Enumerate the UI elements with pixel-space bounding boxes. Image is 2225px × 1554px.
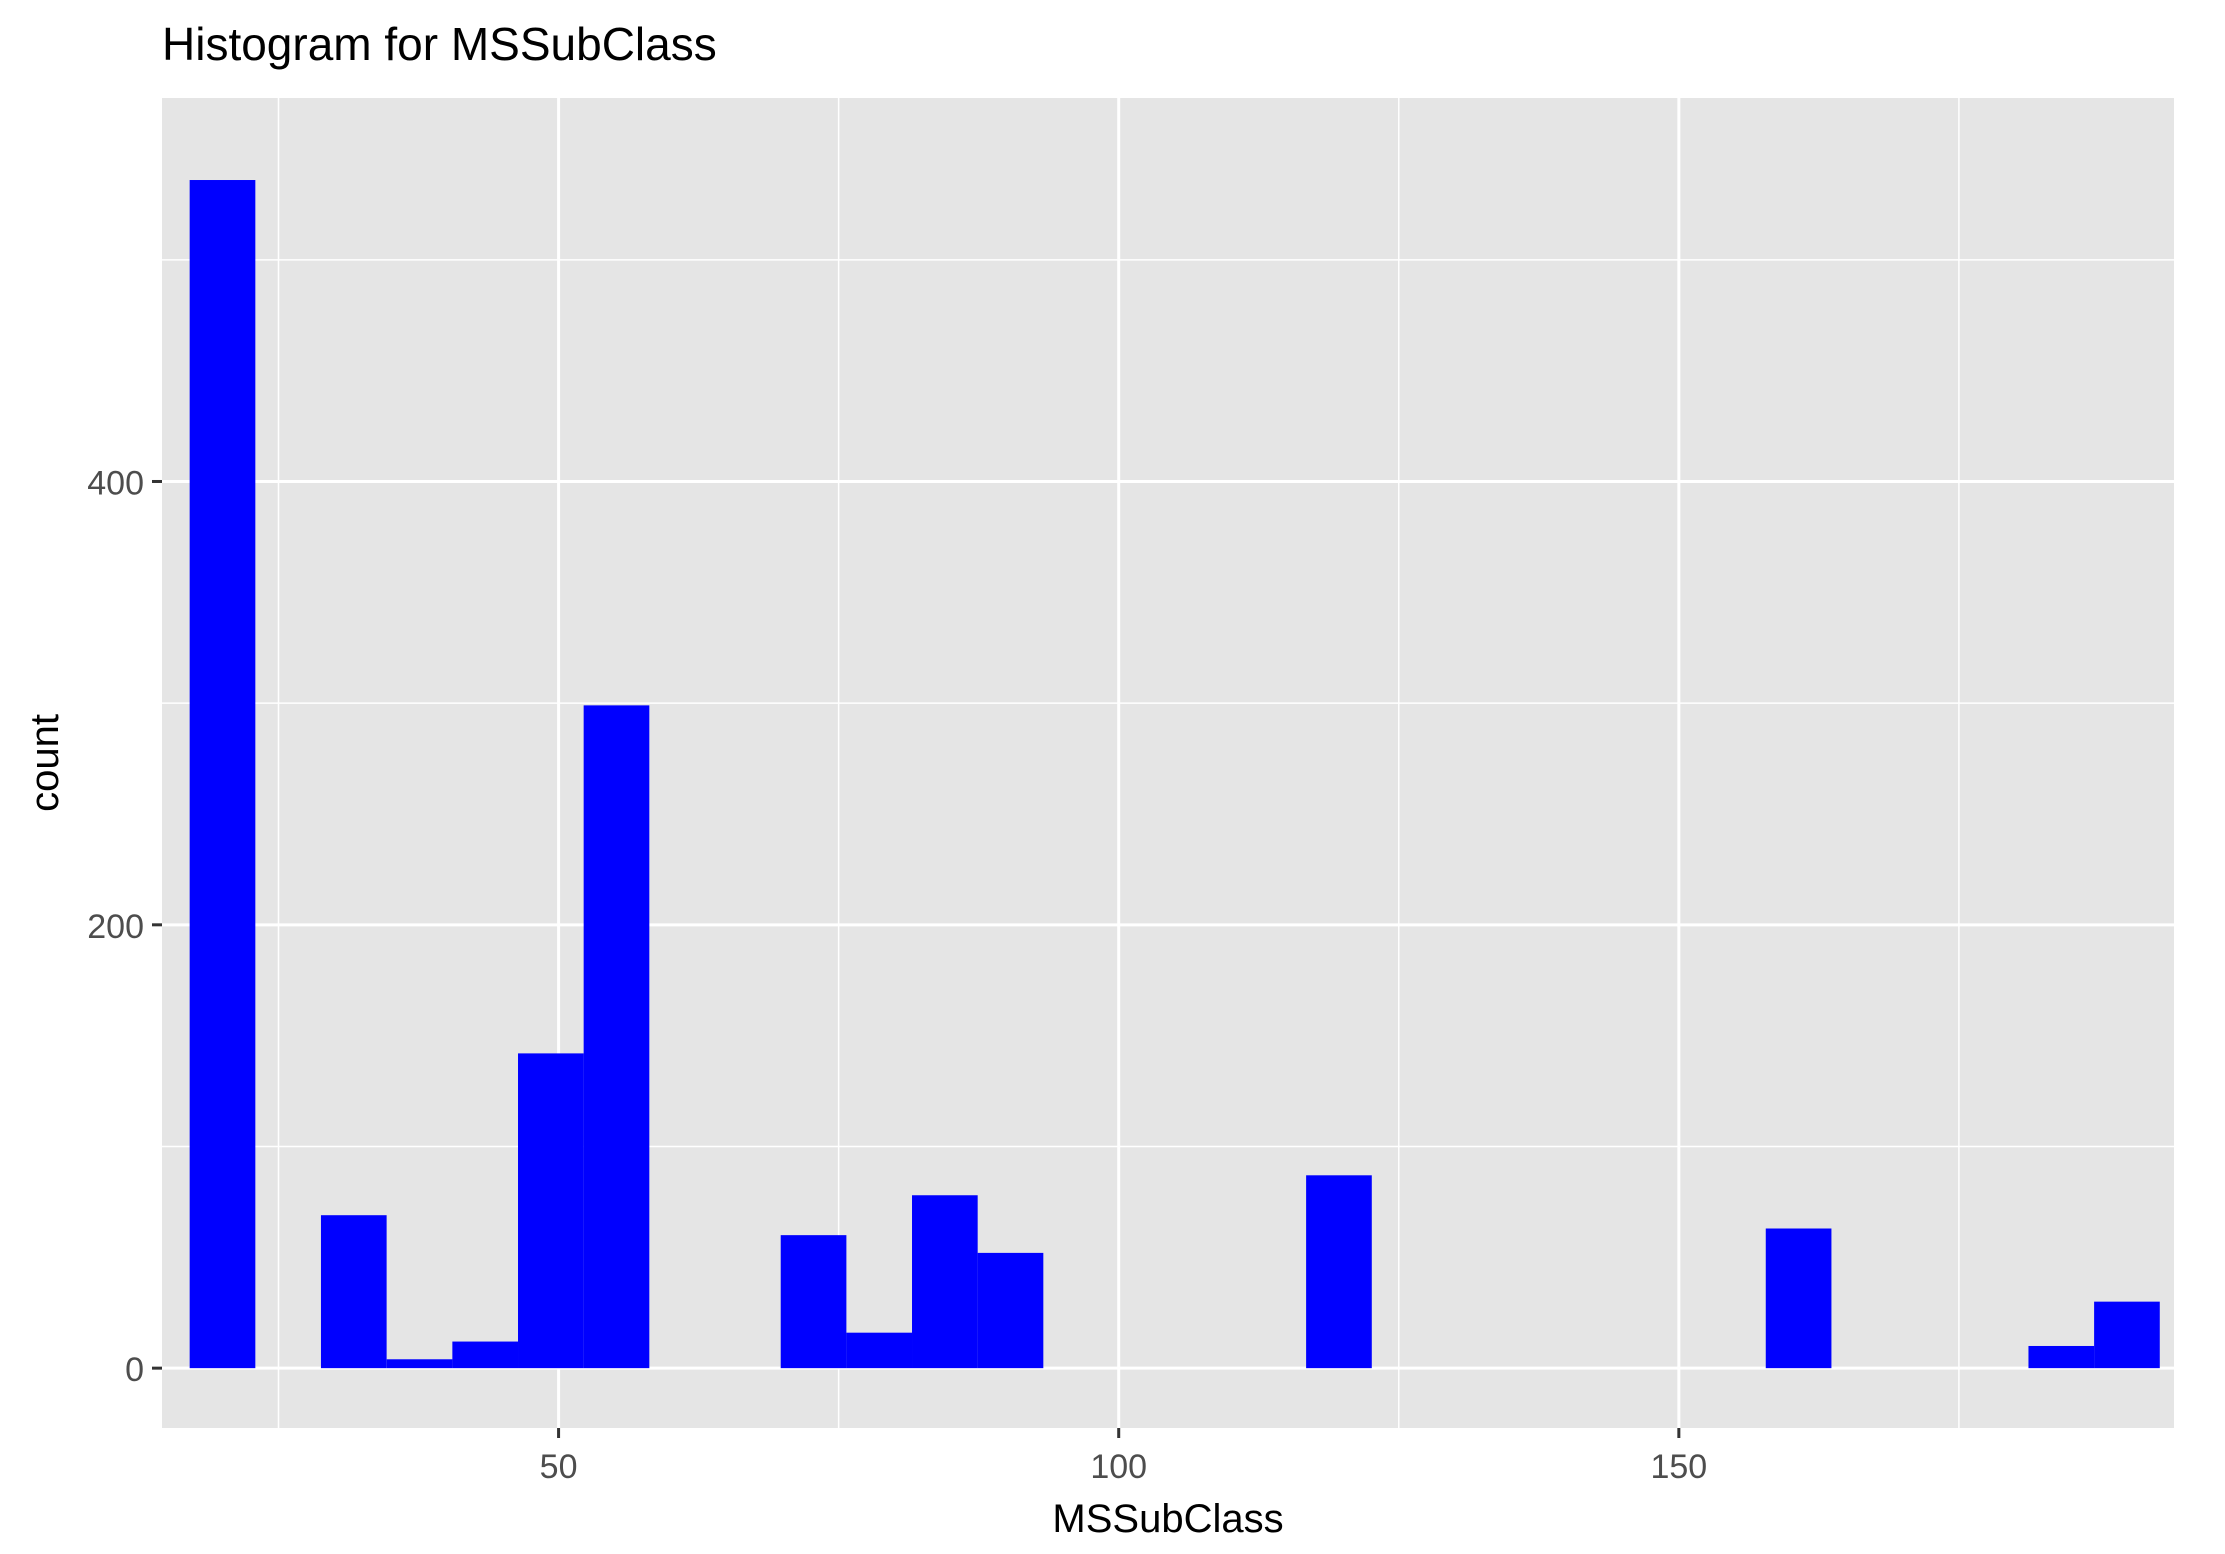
x-tick-label: 150 [1650,1448,1707,1486]
y-tick-label: 200 [87,908,144,946]
x-axis: 50 100 150 [540,1428,1707,1486]
histogram-bar [977,1252,1044,1369]
histogram-bar [2028,1345,2095,1369]
y-tick-label: 0 [125,1351,144,1389]
histogram-bar [2094,1301,2160,1369]
histogram-bar [189,180,256,1369]
histogram-bar [452,1341,519,1369]
y-tick-label: 400 [87,464,144,502]
grid-major [162,98,2174,1428]
histogram-bar [780,1235,847,1369]
x-tick-label: 100 [1090,1448,1147,1486]
x-axis-label: MSSubClass [1052,1497,1283,1541]
histogram-bar [912,1195,978,1369]
histogram-bar [1306,1175,1372,1369]
plot-panel [162,98,2174,1428]
grid-minor [162,98,2174,1428]
y-axis-label: count [23,714,67,812]
chart-title: Histogram for MSSubClass [162,18,717,70]
y-axis: 0 200 400 [87,464,162,1389]
histogram-bar [386,1359,453,1369]
histogram-bar [518,1053,584,1369]
bars [189,180,2160,1369]
x-tick-label: 50 [540,1448,578,1486]
histogram-bar [1765,1228,1832,1369]
histogram-bar [583,705,650,1369]
histogram-bar [320,1215,387,1369]
histogram-bar [846,1332,913,1369]
